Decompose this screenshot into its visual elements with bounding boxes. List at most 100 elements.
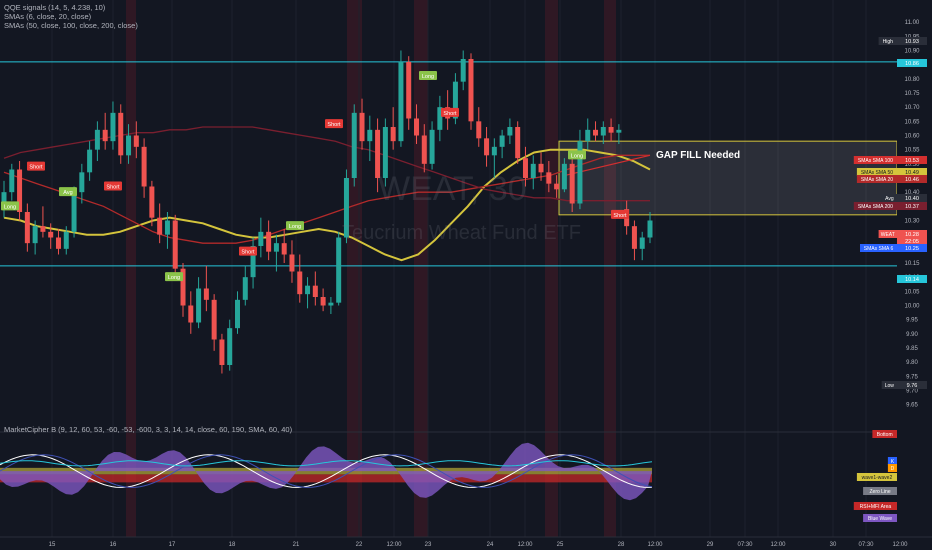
blue-wave (0, 442, 652, 501)
session-highlight (414, 0, 428, 537)
candle-body (203, 288, 209, 300)
candle-body (180, 268, 186, 306)
oscillator-label-name-bg (872, 430, 897, 438)
price-label-value-bg (897, 244, 927, 252)
price-label-name: Low (885, 383, 895, 389)
candle-body (616, 129, 622, 133)
candle (289, 240, 295, 283)
candle-body (87, 149, 93, 173)
candle (196, 277, 202, 329)
price-label-value: 22:05 (905, 239, 919, 245)
time-tick: 28 (618, 542, 625, 548)
candle (390, 107, 396, 150)
candle-body (507, 127, 513, 136)
candle-body (63, 231, 69, 249)
candle (79, 163, 85, 204)
candle (398, 50, 404, 147)
candle-body (149, 186, 155, 218)
candle (110, 101, 116, 150)
candle-body (406, 61, 412, 119)
candle-body (17, 169, 23, 212)
candle-body (32, 226, 38, 244)
candle-body (133, 135, 139, 147)
price-label-value-bg (897, 168, 927, 176)
price-label-value: 10.37 (905, 204, 919, 210)
candle (266, 220, 272, 261)
candle-body (585, 129, 591, 142)
signal-text: Short (106, 185, 120, 191)
signal-label: Short (325, 119, 343, 129)
price-label: 22:05 (897, 237, 927, 245)
candle-body (289, 254, 295, 272)
price-label-value: 10.53 (905, 158, 919, 164)
signal-text: Short (443, 111, 457, 117)
legend-qqe: QQE signals (14, 5, 4.238, 10) (4, 3, 106, 12)
signal-badge (419, 71, 437, 80)
candle (585, 118, 591, 150)
price-label: Low 9.76 (881, 381, 927, 389)
time-tick: 30 (830, 542, 837, 548)
price-label-name: SMAs SMA 50 (861, 170, 893, 176)
price-tick: 9.80 (906, 360, 918, 366)
price-label-value-bg (897, 37, 927, 45)
price-tick: 10.50 (904, 162, 920, 168)
candle (172, 214, 178, 278)
candle-body (367, 129, 373, 142)
oscillator-label-name: RSI+MFI Area (860, 504, 892, 510)
candle (328, 297, 334, 314)
price-tick: 10.70 (904, 105, 920, 111)
price-label: 10.14 (897, 275, 927, 283)
price-label-value-bg (897, 194, 927, 202)
candle-body (40, 226, 46, 232)
candle (55, 229, 61, 255)
signal-label: Long (286, 221, 304, 231)
oscillator-label-name: K (891, 459, 895, 465)
price-label-value: 10.40 (905, 196, 919, 202)
candle (188, 291, 194, 334)
price-label-name: SMAs SMA 6 (864, 246, 894, 252)
candle (460, 50, 466, 91)
candle (414, 104, 420, 144)
candle-body (1, 192, 7, 210)
horizontal-levels (0, 61, 897, 267)
oscillator-label-name: D (891, 466, 895, 472)
candle (554, 175, 560, 198)
candle (647, 212, 653, 244)
candle (9, 163, 15, 201)
candle (608, 118, 614, 142)
signal-text: Short (613, 213, 627, 219)
price-label-name-bg (860, 244, 897, 252)
session-highlight (604, 0, 616, 537)
signal-label: Short (104, 181, 122, 191)
candle (406, 56, 412, 130)
price-label: SMAs SMA 6 10.25 (860, 244, 927, 252)
candle-body (569, 163, 575, 204)
candle-body (328, 302, 334, 306)
ma-line-sma20 (3, 154, 650, 244)
candle-body (437, 107, 443, 130)
candle-body (219, 339, 225, 365)
candle-body (499, 135, 505, 147)
candle (577, 129, 583, 210)
candle-body (266, 231, 272, 252)
signal-label: Long (419, 71, 437, 80)
signal-text: Long (422, 74, 434, 80)
signal-badge (59, 187, 77, 197)
oscillator-label-name: Zero Line (869, 489, 890, 495)
signal-text: Long (289, 224, 301, 230)
candle (382, 118, 388, 187)
candle (631, 220, 637, 261)
candle-body (250, 246, 256, 278)
candle-body (79, 172, 85, 193)
candle-body (164, 220, 170, 235)
price-tick: 10.55 (904, 148, 920, 154)
candle (94, 121, 100, 161)
price-label-value: 9.76 (907, 383, 918, 389)
candle (273, 234, 279, 272)
signal-badge (104, 181, 122, 191)
time-tick: 25 (557, 542, 564, 548)
price-label-value: 10.49 (905, 170, 919, 176)
candle-body (515, 127, 521, 159)
candle-body (110, 112, 116, 142)
